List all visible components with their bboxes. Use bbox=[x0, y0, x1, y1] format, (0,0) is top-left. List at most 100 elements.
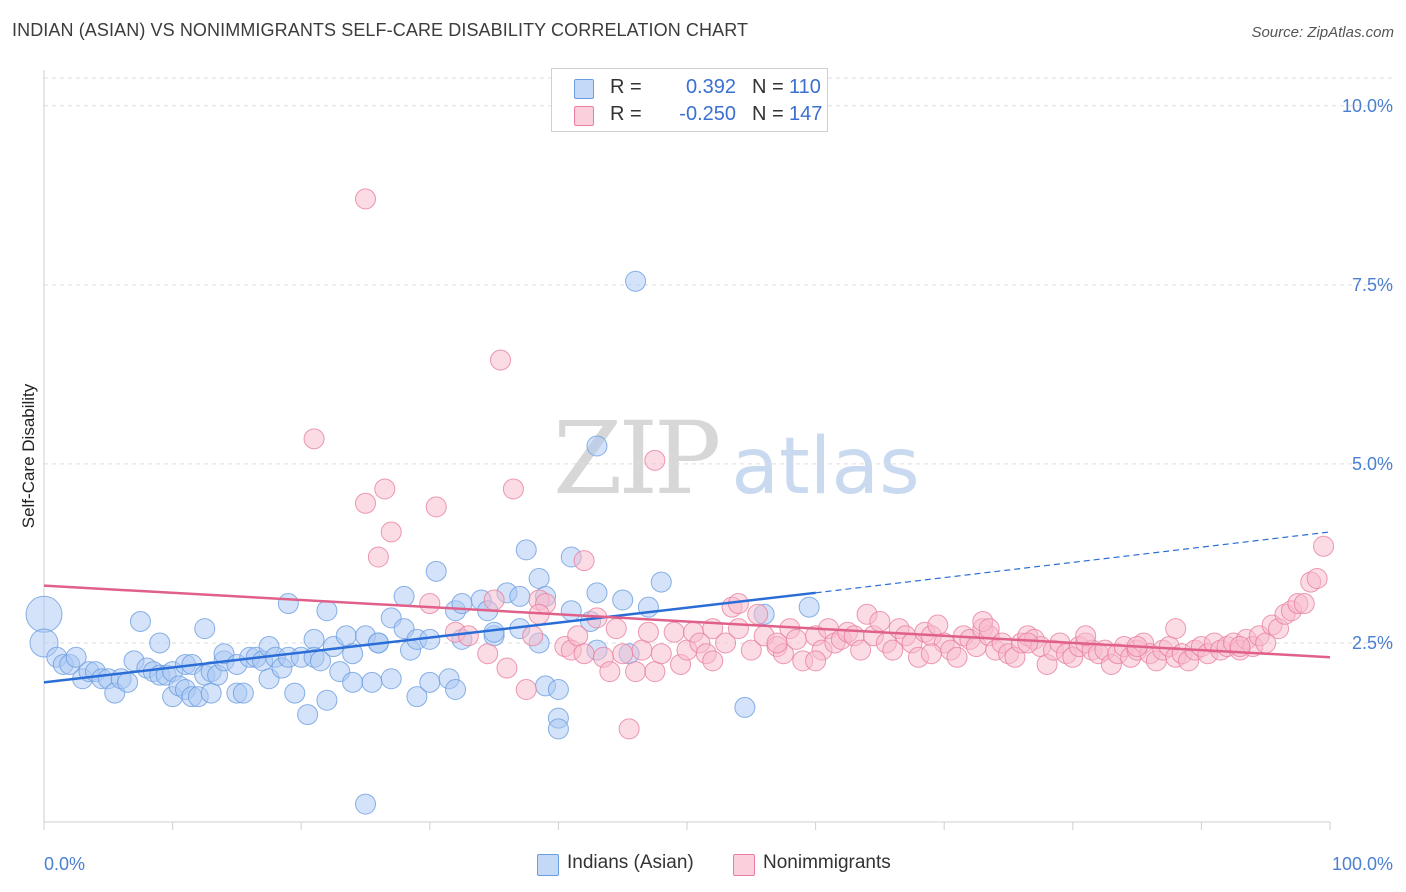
data-point bbox=[599, 661, 621, 683]
source-label: Source: ZipAtlas.com bbox=[1251, 24, 1394, 41]
data-point bbox=[727, 618, 749, 640]
legend-n-label: N = bbox=[752, 76, 784, 98]
data-point bbox=[625, 661, 647, 683]
data-point bbox=[573, 550, 595, 572]
y-tick-label: 2.5% bbox=[1352, 633, 1393, 653]
legend-r-value: 0.392 bbox=[685, 76, 736, 98]
data-point bbox=[355, 492, 376, 514]
legend-n-label: N = bbox=[752, 103, 784, 125]
data-point bbox=[522, 625, 544, 647]
data-point bbox=[573, 643, 595, 665]
data-point bbox=[342, 671, 364, 693]
data-point bbox=[644, 449, 666, 471]
y-tick-label: 7.5% bbox=[1352, 275, 1393, 295]
data-point bbox=[882, 639, 904, 661]
correlation-legend: R = 0.392 N = 110 R = -0.250 N = 147 bbox=[551, 68, 828, 132]
data-point bbox=[406, 686, 428, 708]
legend-swatch-blue bbox=[574, 79, 594, 99]
data-point bbox=[490, 349, 512, 371]
chart-title: INDIAN (ASIAN) VS NONIMMIGRANTS SELF-CAR… bbox=[12, 20, 749, 40]
data-point bbox=[850, 639, 872, 661]
data-point bbox=[618, 718, 640, 740]
data-point bbox=[567, 625, 589, 647]
x-tick-label: 100.0% bbox=[1332, 854, 1393, 874]
data-point bbox=[316, 689, 338, 711]
y-axis-title: Self-Care Disability bbox=[19, 383, 38, 528]
data-point bbox=[367, 546, 389, 568]
trend-line-indians bbox=[43, 591, 816, 684]
legend-n-value: 147 bbox=[789, 103, 823, 125]
data-point bbox=[978, 618, 1000, 640]
data-point bbox=[612, 589, 634, 611]
data-point bbox=[766, 632, 788, 654]
data-point bbox=[798, 596, 820, 618]
data-point bbox=[419, 671, 441, 693]
data-point bbox=[502, 478, 524, 500]
data-point bbox=[355, 188, 376, 210]
data-point bbox=[303, 428, 325, 450]
data-point bbox=[129, 610, 151, 632]
data-point bbox=[425, 496, 447, 518]
data-point bbox=[1017, 632, 1039, 654]
data-point bbox=[528, 567, 550, 589]
data-point bbox=[425, 560, 447, 582]
data-point bbox=[361, 671, 383, 693]
data-point bbox=[419, 593, 441, 615]
data-point bbox=[380, 521, 402, 543]
legend-r-label: R = bbox=[610, 103, 642, 125]
data-point bbox=[342, 643, 364, 665]
legend-swatch-blue bbox=[537, 854, 559, 876]
data-point bbox=[644, 661, 666, 683]
data-point bbox=[805, 650, 827, 672]
y-tick-label: 5.0% bbox=[1352, 454, 1393, 474]
trend-lines bbox=[43, 531, 1331, 684]
legend-r-label: R = bbox=[610, 76, 642, 98]
data-point bbox=[547, 679, 569, 701]
data-point bbox=[1313, 535, 1335, 557]
trend-line-nonimmigrants bbox=[43, 584, 1331, 659]
data-point bbox=[946, 646, 968, 668]
data-point bbox=[355, 793, 376, 815]
data-point bbox=[393, 585, 415, 607]
data-point bbox=[483, 621, 505, 643]
axis-labels: 2.5% 5.0% 7.5% 10.0% 0.0% 100.0% Self-Care Dis… bbox=[19, 96, 1393, 874]
data-point bbox=[785, 628, 807, 650]
data-point bbox=[605, 618, 627, 640]
data-point bbox=[625, 270, 647, 292]
series-indians-asian bbox=[25, 270, 820, 815]
data-point bbox=[631, 639, 653, 661]
data-point bbox=[560, 600, 582, 622]
y-tick-label: 10.0% bbox=[1342, 96, 1393, 116]
data-point bbox=[335, 625, 357, 647]
data-point bbox=[869, 610, 891, 632]
data-point bbox=[1293, 593, 1315, 615]
data-point bbox=[445, 679, 467, 701]
data-point bbox=[316, 600, 338, 622]
data-point bbox=[637, 621, 659, 643]
grid-lines bbox=[44, 77, 1392, 644]
data-point bbox=[496, 657, 518, 679]
data-point bbox=[297, 704, 319, 726]
x-tick-label: 0.0% bbox=[44, 854, 85, 874]
data-point bbox=[303, 628, 325, 650]
data-point bbox=[920, 643, 942, 665]
data-point bbox=[65, 646, 87, 668]
data-point bbox=[117, 671, 139, 693]
data-point bbox=[515, 679, 537, 701]
watermark-atlas: atlas bbox=[731, 422, 920, 512]
data-point bbox=[25, 595, 63, 633]
data-point bbox=[457, 625, 479, 647]
data-point bbox=[1075, 625, 1097, 647]
data-point bbox=[477, 643, 499, 665]
legend-swatch-pink bbox=[733, 854, 755, 876]
data-point bbox=[650, 643, 672, 665]
data-point bbox=[927, 614, 949, 636]
data-point bbox=[747, 603, 769, 625]
data-point bbox=[149, 632, 171, 654]
data-point bbox=[194, 618, 216, 640]
data-point bbox=[547, 718, 569, 740]
data-point bbox=[702, 650, 724, 672]
data-point bbox=[277, 593, 299, 615]
data-point bbox=[1165, 618, 1187, 640]
